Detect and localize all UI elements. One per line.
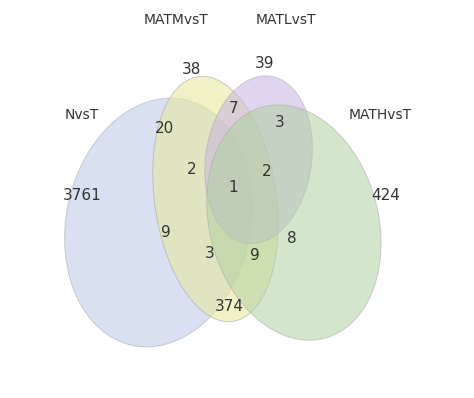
Text: 2: 2 bbox=[262, 164, 271, 179]
Text: NvsT: NvsT bbox=[64, 107, 99, 122]
Text: MATLvsT: MATLvsT bbox=[256, 14, 316, 27]
Text: 38: 38 bbox=[182, 62, 201, 77]
Text: 374: 374 bbox=[215, 299, 244, 314]
Text: MATHvsT: MATHvsT bbox=[348, 107, 411, 122]
Ellipse shape bbox=[207, 105, 381, 340]
Text: 8: 8 bbox=[287, 231, 297, 246]
Text: 424: 424 bbox=[372, 187, 401, 203]
Text: 3761: 3761 bbox=[63, 187, 101, 203]
Text: 7: 7 bbox=[228, 101, 238, 116]
Text: 20: 20 bbox=[155, 121, 174, 136]
Text: 3: 3 bbox=[205, 246, 214, 261]
Ellipse shape bbox=[205, 76, 312, 244]
Text: 3: 3 bbox=[275, 115, 285, 130]
Text: 9: 9 bbox=[162, 225, 171, 240]
Text: 39: 39 bbox=[255, 56, 274, 71]
Text: MATMvsT: MATMvsT bbox=[144, 14, 209, 27]
Text: 2: 2 bbox=[187, 162, 197, 177]
Ellipse shape bbox=[153, 76, 278, 322]
Text: 9: 9 bbox=[250, 248, 260, 263]
Ellipse shape bbox=[64, 98, 253, 347]
Text: 1: 1 bbox=[228, 180, 238, 195]
